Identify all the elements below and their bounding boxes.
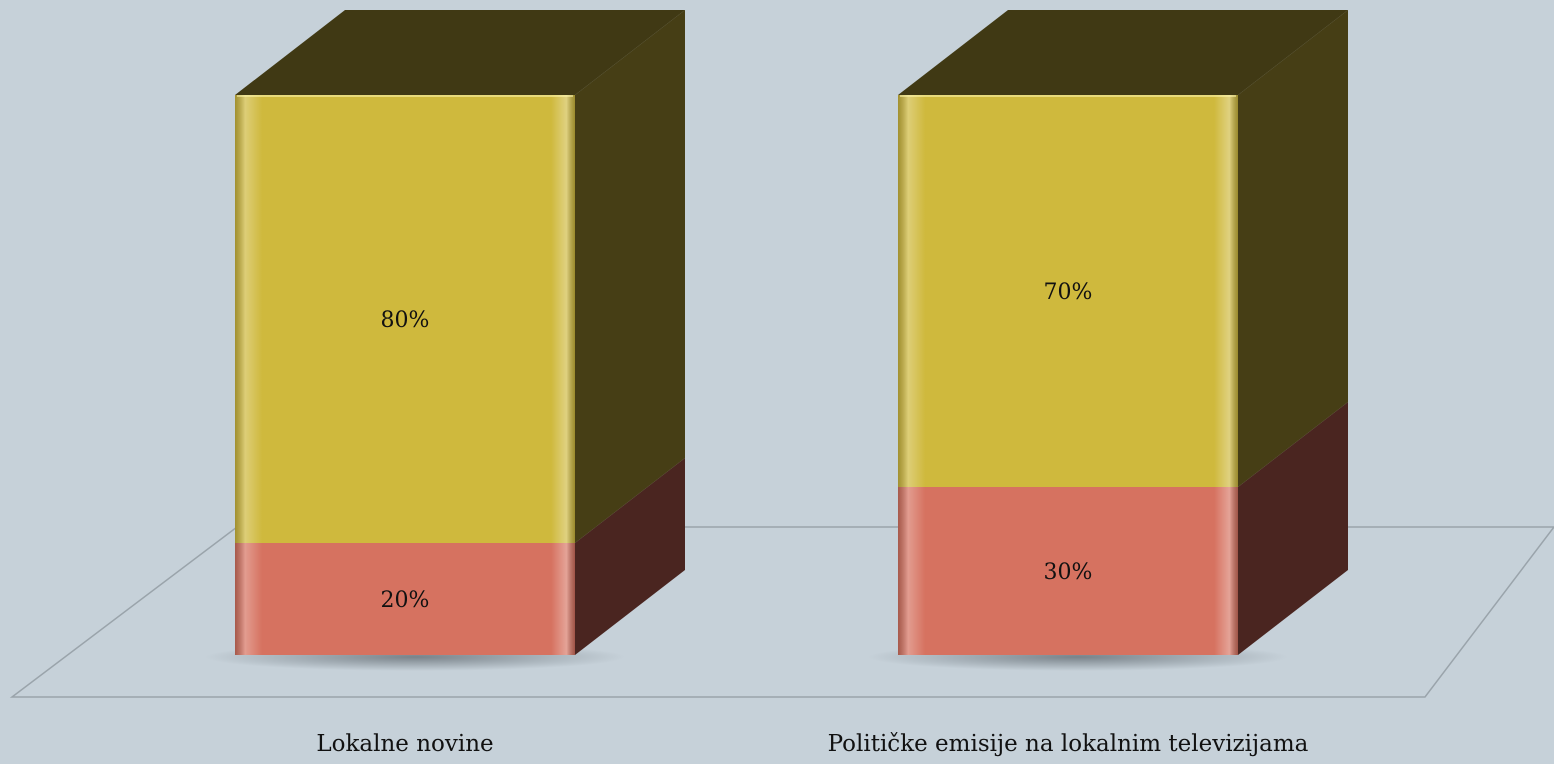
category-label: Političke emisije na lokalnim televizija… [828,731,1309,757]
category-label: Lokalne novine [316,731,493,757]
bar-top-face [898,10,1348,95]
bar-segment-shine [898,487,1238,655]
bar-segment-shine [235,543,575,655]
bars [205,10,1348,671]
data-label: 30% [1044,560,1093,585]
bar-segment-shine [898,95,1238,487]
data-label: 20% [381,588,430,613]
floor-outline [9,526,1554,698]
floor-plane [9,526,1554,698]
bar-side-face [575,10,685,543]
bar-side-face [575,458,685,655]
data-label: 80% [381,308,430,333]
labels: 20% 80% Lokalne novine 30% 70% Političke emis… [316,280,1308,757]
data-label: 70% [1044,280,1093,305]
bar-top-face [235,10,685,95]
bar-side-face [1238,402,1348,655]
bar-segment-shine [235,95,575,543]
bar-side-face [1238,10,1348,487]
